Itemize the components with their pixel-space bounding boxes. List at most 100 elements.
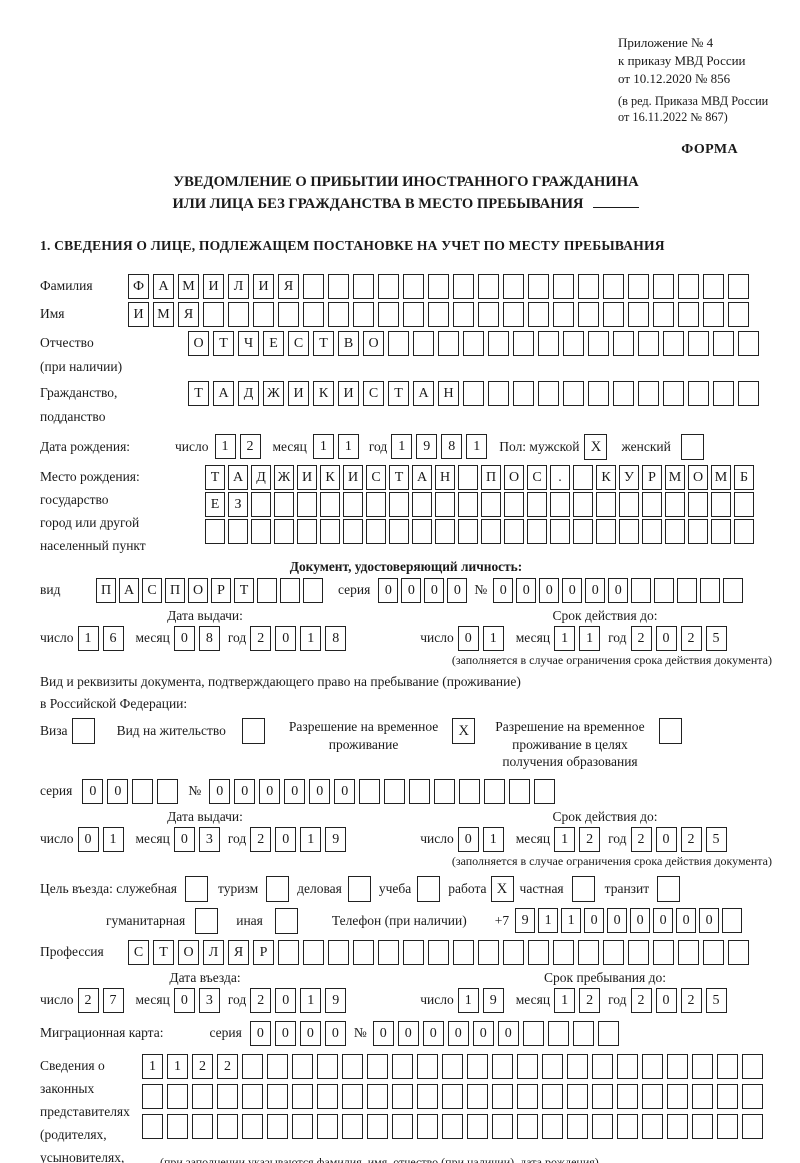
char-cell[interactable] [366,491,386,517]
char-cell[interactable] [711,518,731,544]
char-cell[interactable] [692,1083,713,1109]
char-cell[interactable]: 2 [250,625,272,651]
purpose-private-checkbox[interactable] [571,875,595,902]
char-cell[interactable] [713,330,734,356]
char-cell[interactable]: С [527,464,547,490]
char-cell[interactable] [619,518,639,544]
char-cell[interactable] [463,380,484,406]
char-cell[interactable]: О [188,330,209,356]
char-cell[interactable]: 1 [142,1053,163,1079]
char-cell[interactable]: 0 [493,577,514,603]
char-cell[interactable]: К [313,380,334,406]
char-cell[interactable] [703,301,724,327]
char-cell[interactable] [467,1083,488,1109]
char-cell[interactable] [353,939,374,965]
char-cell[interactable] [578,939,599,965]
char-cell[interactable]: 1 [579,625,601,651]
char-cell[interactable] [528,939,549,965]
purpose-work-checkbox[interactable]: X [490,875,514,902]
char-cell[interactable]: 0 [401,577,422,603]
char-cell[interactable]: Л [203,939,224,965]
char-cell[interactable] [517,1113,538,1139]
char-cell[interactable] [317,1113,338,1139]
char-cell[interactable]: 0 [173,826,195,852]
char-cell[interactable] [642,1053,663,1079]
char-cell[interactable] [481,518,501,544]
char-cell[interactable]: Т [389,464,409,490]
char-cell[interactable]: А [412,464,432,490]
char-cell[interactable]: 0 [309,778,331,804]
char-cell[interactable] [320,491,340,517]
char-cell[interactable] [292,1053,313,1079]
char-cell[interactable] [392,1113,413,1139]
char-cell[interactable]: Я [178,301,199,327]
char-cell[interactable] [628,273,649,299]
char-cell[interactable] [722,908,743,934]
char-cell[interactable] [303,273,324,299]
char-cell[interactable]: 1 [538,908,559,934]
char-cell[interactable]: 1 [77,625,99,651]
char-cell[interactable] [703,939,724,965]
char-cell[interactable] [728,273,749,299]
char-cell[interactable] [553,301,574,327]
char-cell[interactable] [492,1083,513,1109]
char-cell[interactable] [257,577,277,603]
char-cell[interactable] [434,778,456,804]
char-cell[interactable] [592,1083,613,1109]
char-cell[interactable] [228,518,248,544]
char-cell[interactable]: А [413,380,434,406]
char-cell[interactable] [132,778,154,804]
char-cell[interactable]: 0 [655,625,677,651]
purpose-transit-checkbox[interactable] [657,875,681,902]
char-cell[interactable] [738,330,759,356]
char-cell[interactable]: Ж [274,464,294,490]
char-cell[interactable] [617,1053,638,1079]
char-cell[interactable] [442,1113,463,1139]
char-cell[interactable]: 7 [102,987,124,1013]
char-cell[interactable] [542,1113,563,1139]
char-cell[interactable] [417,1113,438,1139]
char-cell[interactable] [303,301,324,327]
char-cell[interactable] [504,518,524,544]
char-cell[interactable] [642,1113,663,1139]
char-cell[interactable]: 2 [579,826,601,852]
char-cell[interactable] [538,330,559,356]
char-cell[interactable]: 1 [554,826,576,852]
char-cell[interactable] [388,330,409,356]
char-cell[interactable] [538,380,559,406]
purpose-business-checkbox[interactable] [347,875,371,902]
char-cell[interactable]: А [213,380,234,406]
char-cell[interactable]: Т [213,330,234,356]
char-cell[interactable]: З [228,491,248,517]
char-cell[interactable] [378,273,399,299]
char-cell[interactable] [717,1053,738,1079]
char-cell[interactable]: 9 [325,826,347,852]
char-cell[interactable]: К [320,464,340,490]
char-cell[interactable]: 1 [300,826,322,852]
char-cell[interactable]: Е [205,491,225,517]
purpose-tourism-checkbox[interactable] [266,875,290,902]
char-cell[interactable] [292,1113,313,1139]
char-cell[interactable] [488,380,509,406]
char-cell[interactable] [528,301,549,327]
char-cell[interactable]: 0 [372,1020,394,1046]
char-cell[interactable]: О [504,464,524,490]
char-cell[interactable] [353,301,374,327]
char-cell[interactable] [192,1113,213,1139]
char-cell[interactable] [467,1113,488,1139]
char-cell[interactable] [328,301,349,327]
char-cell[interactable] [217,1113,238,1139]
char-cell[interactable] [303,577,323,603]
char-cell[interactable] [389,491,409,517]
char-cell[interactable]: М [153,301,174,327]
char-cell[interactable]: Т [234,577,254,603]
char-cell[interactable]: Т [388,380,409,406]
char-cell[interactable] [453,301,474,327]
char-cell[interactable] [688,330,709,356]
char-cell[interactable]: Ж [263,380,284,406]
char-cell[interactable] [728,301,749,327]
char-cell[interactable]: 1 [561,908,582,934]
char-cell[interactable] [713,380,734,406]
char-cell[interactable] [597,1020,619,1046]
char-cell[interactable] [742,1053,763,1079]
